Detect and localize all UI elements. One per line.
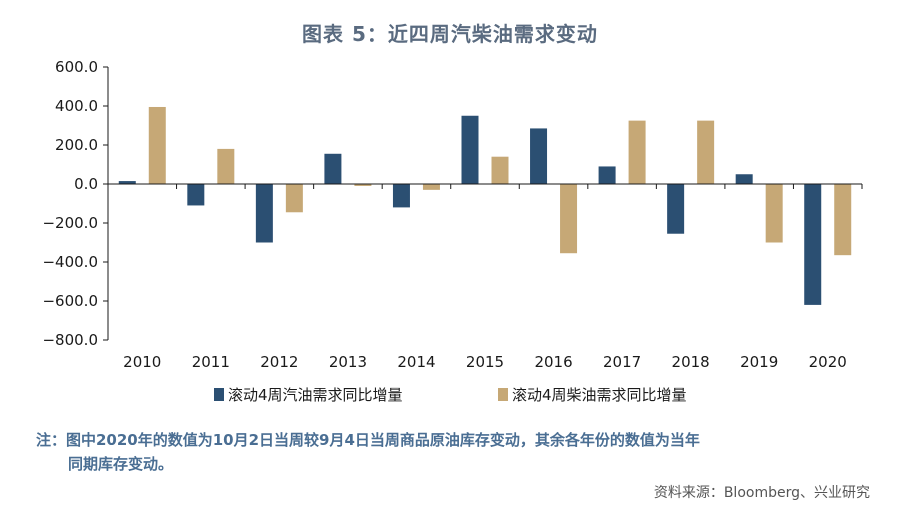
bar-gasoline-2016 [530, 128, 548, 184]
note-line-2: 同期库存变动。 [68, 455, 174, 473]
bar-gasoline-2011 [187, 184, 205, 206]
bar-diesel-2017 [628, 120, 646, 184]
y-tick-label: −400.0 [42, 253, 98, 271]
bar-diesel-2016 [560, 184, 578, 254]
bar-diesel-2015 [491, 156, 509, 184]
bar-chart: 600.0 400.0 200.0 0.0 −200.0 −400.0 −600.0 −800… [42, 58, 863, 404]
x-tick-label: 2016 [534, 353, 572, 371]
y-tick-label: −800.0 [42, 331, 98, 349]
legend-swatch-diesel [498, 388, 508, 401]
chart-title: 图表 5：近四周汽柴油需求变动 [302, 22, 598, 46]
bar-diesel-2012 [285, 184, 303, 213]
bar-gasoline-2015 [461, 115, 479, 184]
y-tick-label: 400.0 [55, 97, 98, 115]
note-line-1: 注：图中2020年的数值为10月2日当周较9月4日当周商品原油库存变动，其余各年… [36, 431, 700, 449]
bar-gasoline-2012 [255, 184, 273, 243]
bar-gasoline-2017 [598, 166, 616, 184]
bar-diesel-2014 [422, 184, 440, 190]
x-tick-label: 2015 [466, 353, 504, 371]
x-axis: 2010 2011 2012 2013 2014 2015 2016 2017 2018 2019… [108, 183, 863, 371]
bar-gasoline-2020 [804, 184, 822, 305]
y-tick-label: −600.0 [42, 292, 98, 310]
bar-gasoline-2018 [667, 184, 685, 234]
legend-swatch-gasoline [214, 388, 224, 401]
x-tick-label: 2011 [192, 353, 230, 371]
bar-diesel-2019 [765, 184, 783, 243]
y-axis: 600.0 400.0 200.0 0.0 −200.0 −400.0 −600.0 −800… [42, 58, 109, 349]
x-tick-label: 2019 [740, 353, 778, 371]
x-tick-label: 2020 [809, 353, 847, 371]
x-tick-label: 2018 [672, 353, 710, 371]
bar-gasoline-2019 [735, 174, 753, 184]
y-tick-label: 600.0 [55, 58, 98, 76]
y-tick-label: 0.0 [74, 175, 98, 193]
bar-diesel-2011 [217, 148, 235, 184]
x-tick-label: 2012 [260, 353, 298, 371]
source-label: 资料来源：Bloomberg、兴业研究 [653, 485, 870, 501]
chart-note: 注：图中2020年的数值为10月2日当周较9月4日当周商品原油库存变动，其余各年… [36, 428, 876, 476]
bar-diesel-2010 [148, 106, 166, 184]
bar-diesel-2020 [834, 184, 852, 256]
bar-diesel-2018 [697, 120, 715, 184]
bar-gasoline-2013 [324, 153, 342, 184]
bar-gasoline-2014 [392, 184, 410, 208]
y-tick-label: −200.0 [42, 214, 98, 232]
bar-diesel-2013 [354, 184, 372, 186]
bar-gasoline-2010 [118, 181, 136, 184]
y-tick-label: 200.0 [55, 136, 98, 154]
legend-label-gasoline: 滚动4周汽油需求同比增量 [228, 386, 403, 404]
legend: 滚动4周汽油需求同比增量 滚动4周柴油需求同比增量 [214, 386, 687, 404]
x-tick-label: 2013 [329, 353, 367, 371]
x-tick-label: 2017 [603, 353, 641, 371]
legend-label-diesel: 滚动4周柴油需求同比增量 [512, 386, 687, 404]
x-tick-label: 2014 [397, 353, 435, 371]
x-tick-label: 2010 [123, 353, 161, 371]
bars [118, 106, 852, 305]
